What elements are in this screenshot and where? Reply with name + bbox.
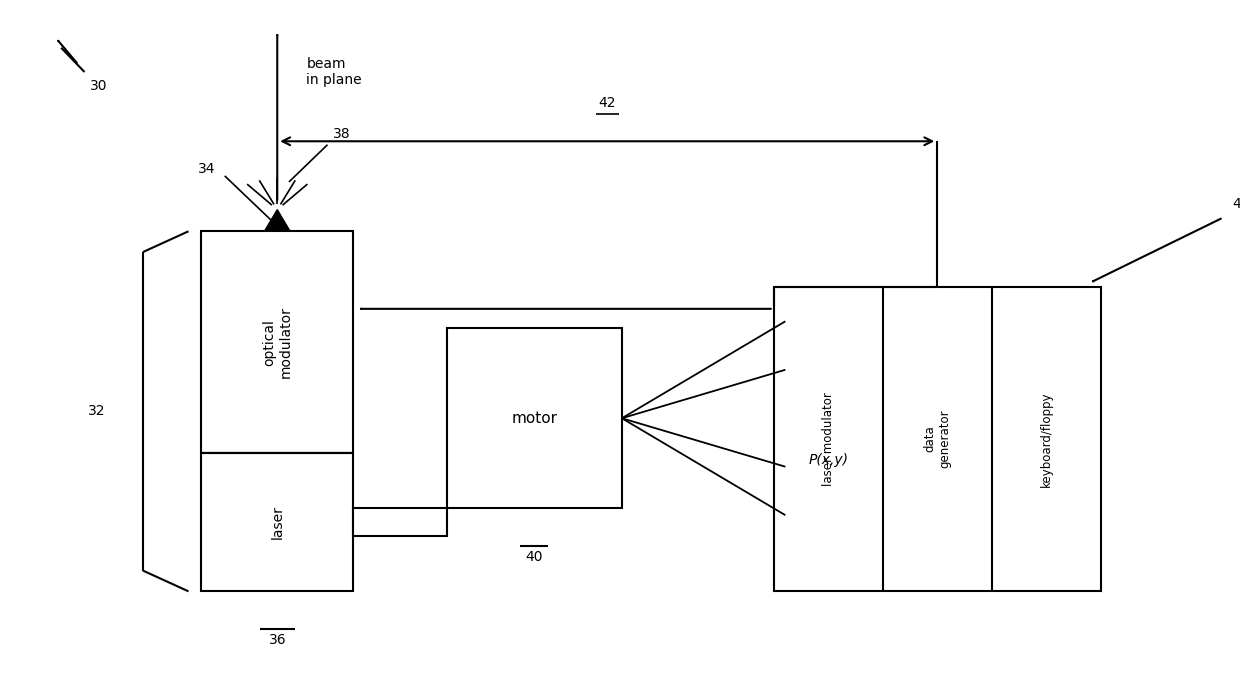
FancyBboxPatch shape (201, 231, 353, 453)
Text: 38: 38 (332, 127, 351, 141)
Text: laser: laser (270, 505, 284, 539)
Text: 40: 40 (526, 550, 543, 564)
Text: keyboard/floppy: keyboard/floppy (1039, 392, 1053, 487)
Text: 42: 42 (599, 96, 616, 110)
Text: motor: motor (511, 410, 557, 426)
FancyBboxPatch shape (201, 453, 353, 591)
Text: P(x,y): P(x,y) (808, 453, 848, 467)
Text: 36: 36 (268, 633, 286, 647)
Text: laser modulator: laser modulator (822, 392, 835, 486)
Text: 34: 34 (198, 162, 216, 176)
Text: beam
in plane: beam in plane (306, 57, 362, 87)
Text: data
generator: data generator (924, 410, 951, 468)
FancyBboxPatch shape (446, 328, 621, 508)
FancyBboxPatch shape (774, 287, 1101, 591)
Polygon shape (264, 209, 290, 231)
Text: 30: 30 (91, 79, 108, 93)
Text: optical
modulator: optical modulator (262, 306, 293, 378)
Text: 44: 44 (1233, 197, 1240, 211)
FancyBboxPatch shape (353, 508, 446, 536)
Text: 32: 32 (88, 404, 105, 418)
